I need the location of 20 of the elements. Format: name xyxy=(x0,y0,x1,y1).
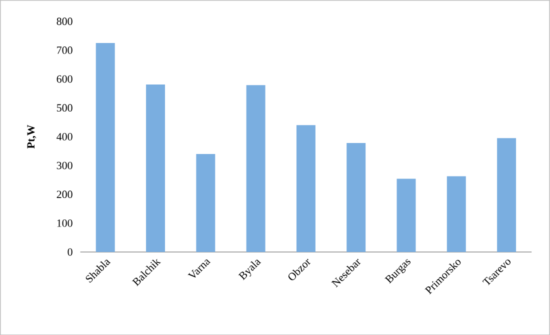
y-tick-label: 700 xyxy=(57,46,72,54)
bar xyxy=(446,176,466,252)
bar xyxy=(196,154,216,252)
bar xyxy=(396,178,416,252)
bar xyxy=(96,42,115,252)
y-tick-label: 100 xyxy=(57,219,72,227)
y-tick-label: 200 xyxy=(56,190,72,198)
y-tick-label: 500 xyxy=(57,104,72,112)
y-tick-label: 0 xyxy=(68,248,72,256)
x-tick-label: Varna xyxy=(188,259,211,278)
y-axis-title: Pt,W xyxy=(27,124,36,148)
y-tick-label: 600 xyxy=(56,75,72,83)
bar xyxy=(497,138,516,252)
bar xyxy=(146,84,165,252)
bar xyxy=(296,125,316,252)
y-tick-label: 300 xyxy=(56,162,72,170)
y-tick-label: 400 xyxy=(56,132,72,140)
bar xyxy=(346,142,366,252)
bar xyxy=(246,84,266,252)
y-tick-label: 800 xyxy=(56,18,72,25)
